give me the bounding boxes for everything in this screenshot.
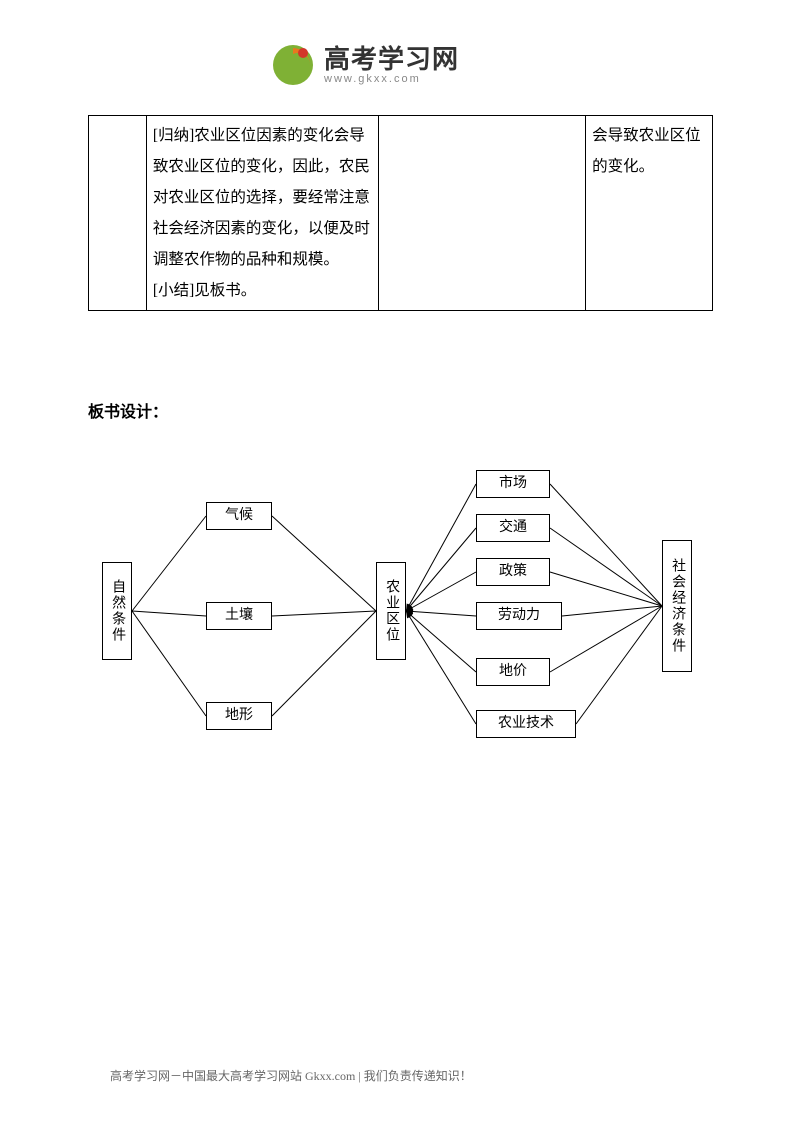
logo-text: 高考学习网 www.gkxx.com bbox=[324, 45, 459, 86]
cell2-text: [归纳]农业区位因素的变化会导致农业区位的变化，因此，农民对农业区位的选择，要经… bbox=[153, 127, 370, 299]
board-diagram: 自然条件 气候土壤地形 农业区位 市场交通政策劳动力地价农业技术 社会经济条件 bbox=[88, 450, 713, 770]
cell4-text: 会导致农业区位的变化。 bbox=[592, 127, 701, 175]
logo-swirl-icon bbox=[270, 42, 316, 88]
section-title: 板书设计： bbox=[88, 398, 168, 422]
node-natural: 自然条件 bbox=[102, 562, 132, 660]
node-landprice: 地价 bbox=[476, 658, 550, 686]
node-agritech: 农业技术 bbox=[476, 710, 576, 738]
node-center: 农业区位 bbox=[376, 562, 406, 660]
node-market: 市场 bbox=[476, 470, 550, 498]
node-policy: 政策 bbox=[476, 558, 550, 586]
page-footer: 高考学习网－中国最大高考学习网站 Gkxx.com | 我们负责传递知识！ bbox=[110, 1067, 472, 1084]
table-cell-3 bbox=[378, 116, 586, 311]
table-cell-2: [归纳]农业区位因素的变化会导致农业区位的变化，因此，农民对农业区位的选择，要经… bbox=[146, 116, 378, 311]
node-labor: 劳动力 bbox=[476, 602, 562, 630]
table-row: [归纳]农业区位因素的变化会导致农业区位的变化，因此，农民对农业区位的选择，要经… bbox=[89, 116, 713, 311]
lesson-table: [归纳]农业区位因素的变化会导致农业区位的变化，因此，农民对农业区位的选择，要经… bbox=[88, 115, 713, 311]
site-logo: 高考学习网 www.gkxx.com bbox=[270, 42, 530, 88]
logo-url: www.gkxx.com bbox=[324, 73, 459, 85]
node-climate: 气候 bbox=[206, 502, 272, 530]
node-soil: 土壤 bbox=[206, 602, 272, 630]
node-traffic: 交通 bbox=[476, 514, 550, 542]
node-terrain: 地形 bbox=[206, 702, 272, 730]
logo-title: 高考学习网 bbox=[324, 45, 459, 74]
table-cell-4: 会导致农业区位的变化。 bbox=[586, 116, 713, 311]
node-social: 社会经济条件 bbox=[662, 540, 692, 672]
table-cell-1 bbox=[89, 116, 147, 311]
